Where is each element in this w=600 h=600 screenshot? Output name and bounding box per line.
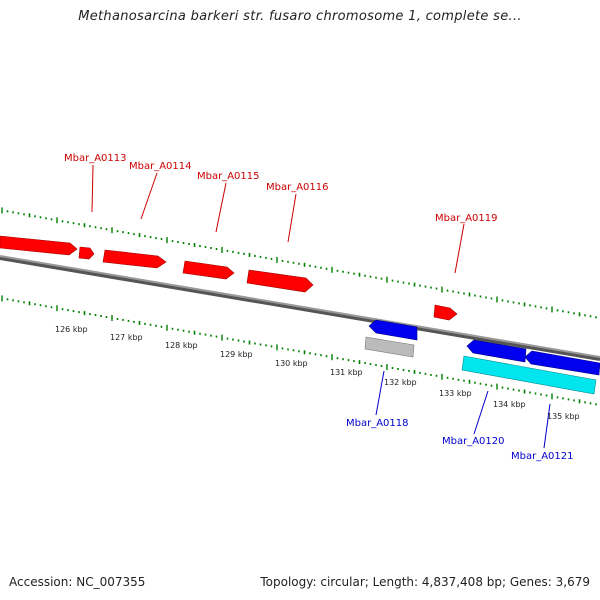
gene-label-reverse[interactable]: Mbar_A0118: [346, 418, 409, 429]
label-leader: [140, 172, 158, 220]
scale-label: 130 kbp: [275, 359, 308, 368]
gene-arrow-forward[interactable]: [182, 260, 235, 280]
gene-label-forward[interactable]: Mbar_A0115: [197, 171, 260, 182]
label-leader: [91, 164, 94, 213]
gene-block-highlight[interactable]: [461, 355, 597, 395]
scale-label: 129 kbp: [220, 350, 253, 359]
outer-tick-ring: [1, 207, 597, 319]
gene-arrow-forward[interactable]: [102, 249, 167, 269]
genome-summary: Topology: circular; Length: 4,837,408 bp…: [260, 575, 590, 589]
gene-arrow-forward[interactable]: [246, 269, 314, 293]
reverse-gene-labels: Mbar_A0118 Mbar_A0120 Mbar_A0121: [346, 370, 574, 462]
backbone-shadow: [0, 256, 600, 361]
scale-label: 135 kbp: [547, 412, 580, 421]
label-leader: [287, 193, 297, 243]
scale-labels: 126 kbp 127 kbp 128 kbp 129 kbp 130 kbp …: [55, 325, 580, 421]
backbone: [0, 255, 600, 358]
gene-arrow-reverse[interactable]: [524, 350, 600, 376]
reverse-genes: [364, 319, 600, 395]
scale-label: 128 kbp: [165, 341, 198, 350]
label-leader: [454, 223, 465, 274]
label-leader: [543, 403, 551, 449]
scale-label: 134 kbp: [493, 400, 526, 409]
gene-arrow-forward[interactable]: [0, 235, 78, 256]
gene-arrow-reverse[interactable]: [466, 339, 527, 363]
scale-label: 133 kbp: [439, 389, 472, 398]
gene-label-forward[interactable]: Mbar_A0114: [129, 161, 192, 172]
inner-tick-ring: [1, 295, 597, 406]
label-leader: [473, 390, 489, 435]
gene-label-forward[interactable]: Mbar_A0113: [64, 153, 127, 164]
map-title: Methanosarcina barkeri str. fusaro chrom…: [78, 9, 522, 24]
label-leader: [215, 182, 227, 233]
gene-label-forward[interactable]: Mbar_A0116: [266, 182, 329, 193]
gene-label-reverse[interactable]: Mbar_A0120: [442, 436, 505, 447]
gene-block-pseudo[interactable]: [364, 336, 415, 358]
scale-label: 131 kbp: [330, 368, 363, 377]
scale-label: 127 kbp: [110, 333, 143, 342]
scale-label: 132 kbp: [384, 378, 417, 387]
accession-text: Accession: NC_007355: [9, 575, 146, 589]
label-leader: [375, 370, 385, 416]
forward-gene-labels: Mbar_A0113 Mbar_A0114 Mbar_A0115 Mbar_A0…: [64, 153, 498, 274]
gene-arrow-forward[interactable]: [78, 246, 95, 260]
scale-label: 126 kbp: [55, 325, 88, 334]
gene-arrow-forward[interactable]: [433, 304, 458, 321]
forward-genes: [0, 235, 458, 321]
gene-arrow-reverse[interactable]: [368, 319, 418, 341]
gene-label-reverse[interactable]: Mbar_A0121: [511, 451, 574, 462]
gene-label-forward[interactable]: Mbar_A0119: [435, 213, 498, 224]
